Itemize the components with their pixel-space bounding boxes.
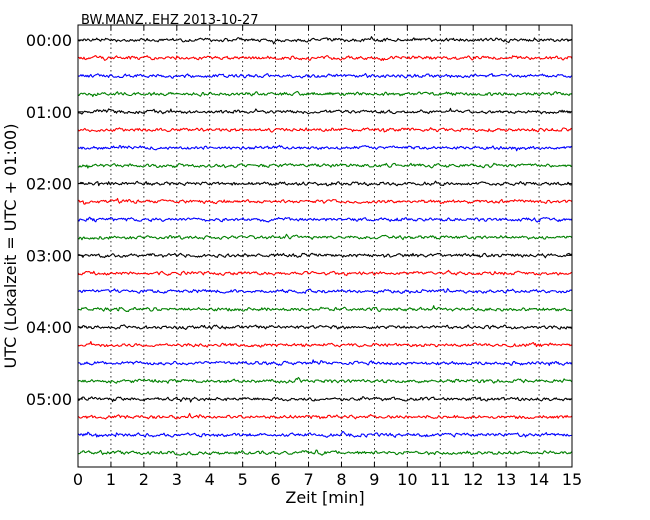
- grid-lines: [110, 25, 540, 467]
- trace-0515: [77, 412, 573, 420]
- x-tick-label: 7: [303, 470, 313, 489]
- x-tick-label: 8: [336, 470, 346, 489]
- trace-0415: [77, 340, 573, 348]
- x-tick-label: 11: [430, 470, 450, 489]
- plot-frame: [77, 24, 573, 468]
- trace-0530: [77, 430, 573, 438]
- trace-0245: [77, 233, 573, 241]
- trace-0015: [77, 55, 573, 61]
- trace-0200: [77, 180, 573, 187]
- y-tick-label: 03:00: [26, 246, 72, 265]
- trace-0345: [77, 305, 573, 313]
- x-tick-label: 9: [369, 470, 379, 489]
- seismic-traces: [77, 36, 573, 456]
- trace-0315: [77, 269, 573, 277]
- trace-0100: [77, 107, 573, 115]
- trace-0300: [77, 252, 573, 259]
- x-axis-title: Zeit [min]: [285, 488, 364, 507]
- y-tick-label: 01:00: [26, 103, 72, 122]
- trace-0430: [77, 359, 573, 366]
- x-tick-label: 1: [106, 470, 116, 489]
- x-axis-ticks: 0 1 2 3 4 5 6 7 8 9 10 11 12 13 14 15: [73, 25, 582, 489]
- trace-0115: [77, 127, 573, 133]
- x-tick-label: 6: [271, 470, 281, 489]
- trace-0000: [77, 36, 573, 45]
- x-tick-label: 2: [139, 470, 149, 489]
- trace-0045: [77, 90, 573, 98]
- trace-0445: [77, 376, 573, 384]
- trace-0545: [77, 449, 573, 456]
- x-tick-label: 14: [529, 470, 549, 489]
- x-tick-label: 3: [172, 470, 182, 489]
- trace-0215: [77, 197, 573, 205]
- trace-0230: [77, 216, 573, 223]
- y-axis-ticks: 00:00 01:00 02:00 03:00 04:00 05:00: [26, 31, 572, 409]
- x-tick-label: 4: [205, 470, 215, 489]
- x-tick-label: 15: [562, 470, 582, 489]
- trace-0030: [77, 72, 573, 79]
- x-tick-label: 0: [73, 470, 83, 489]
- y-tick-label: 02:00: [26, 175, 72, 194]
- y-tick-label: 00:00: [26, 31, 72, 50]
- chart-title: BW.MANZ..EHZ 2013-10-27: [81, 13, 259, 28]
- x-tick-label: 5: [238, 470, 248, 489]
- trace-0330: [77, 288, 573, 294]
- x-tick-label: 13: [496, 470, 516, 489]
- y-axis-title: UTC (Lokalzeit = UTC + 01:00): [1, 124, 20, 369]
- trace-0400: [77, 324, 573, 330]
- trace-0145: [77, 162, 573, 169]
- trace-0130: [77, 144, 573, 152]
- y-tick-label: 04:00: [26, 318, 72, 337]
- x-tick-label: 12: [463, 470, 483, 489]
- x-tick-label: 10: [397, 470, 417, 489]
- y-tick-label: 05:00: [26, 390, 72, 409]
- trace-0500: [77, 396, 573, 403]
